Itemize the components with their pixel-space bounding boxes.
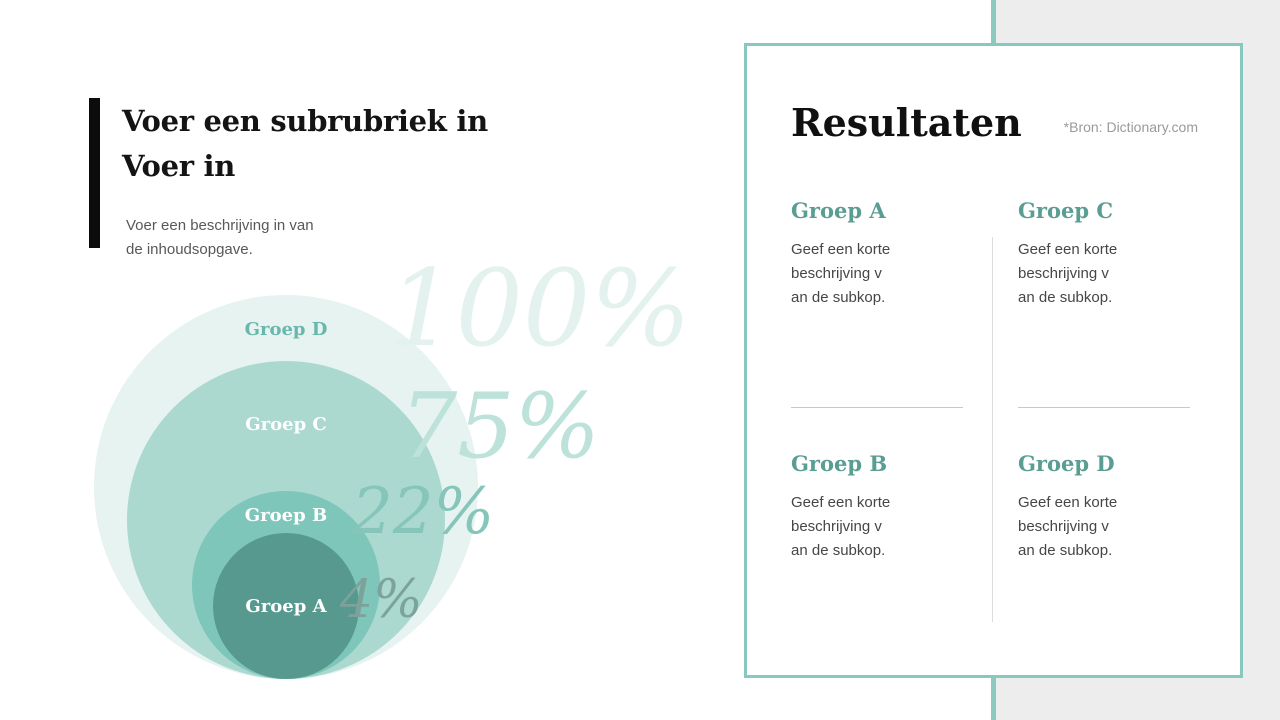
result-heading-groep-c: Groep C [1018,198,1114,223]
circle-label-groep-d: Groep D [244,319,328,340]
percent-value-100: 100% [388,247,692,370]
circle-groep-a [213,533,359,679]
result-heading-groep-a: Groep A [791,198,886,223]
percent-value-75: 75% [400,374,601,479]
column-divider [992,237,993,622]
result-section-groep-d: Groep D Geef een korte beschrijving v an… [1018,451,1194,563]
result-body-groep-a: Geef een korte beschrijving v an de subk… [791,241,891,306]
circle-label-groep-b: Groep B [244,505,328,526]
section-underline [1018,407,1190,408]
result-body-groep-d: Geef een korte beschrijving v an de subk… [1018,494,1118,559]
results-card: Resultaten *Bron: Dictionary.com Groep A… [744,43,1243,678]
slide-title: Voer een subrubriek in Voer in [122,104,488,183]
percent-value-4: 4% [340,570,423,630]
title-accent-bar [89,98,100,248]
result-heading-groep-b: Groep B [791,451,888,476]
source-note: *Bron: Dictionary.com [1063,119,1198,135]
results-card-title: Resultaten [791,100,1022,145]
result-section-groep-a: Groep A Geef een korte beschrijving v an… [791,198,967,408]
circle-label-groep-a: Groep A [245,596,327,617]
result-body-groep-c: Geef een korte beschrijving v an de subk… [1018,241,1118,306]
section-underline [791,407,963,408]
result-section-groep-b: Groep B Geef een korte beschrijving v an… [791,451,967,563]
circle-label-groep-c: Groep C [245,414,327,435]
percent-value-22: 22% [352,475,495,549]
slide-description: Voer een beschrijving in van de inhoudso… [126,217,314,258]
result-heading-groep-d: Groep D [1018,451,1115,476]
result-body-groep-b: Geef een korte beschrijving v an de subk… [791,494,891,559]
result-section-groep-c: Groep C Geef een korte beschrijving v an… [1018,198,1194,408]
